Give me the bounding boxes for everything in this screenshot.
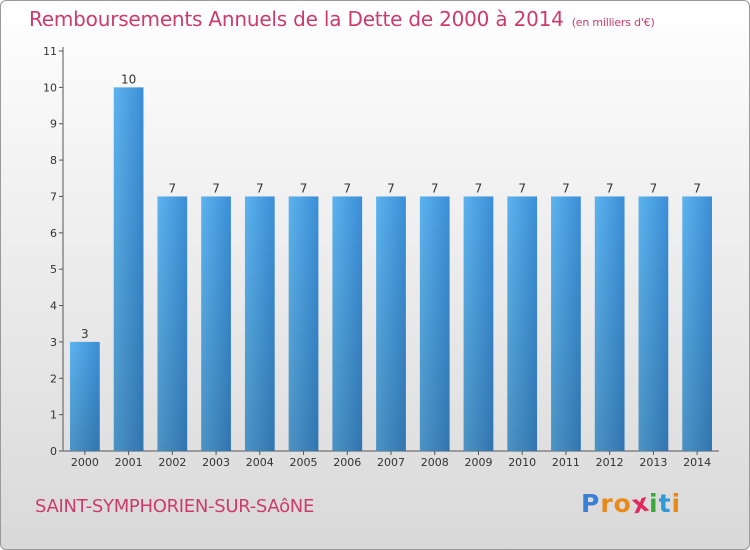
x-tick-label: 2000 [71,456,99,469]
x-axis: 2000 2001 2002 2003 2004 2005 2006 2007 2008 2009… [63,450,719,469]
bar-shade [332,196,363,451]
y-tick-label: 11 [43,45,57,58]
x-tick-label: 2014 [683,456,711,469]
data-labels: 3 10 7 7 7 7 7 7 7 7 7 7 7 7 7 [81,72,701,341]
commune-name: SAINT-SYMPHORIEN-SUR-SAôNE [35,496,315,517]
x-tick-label: 2009 [464,456,492,469]
data-label: 7 [518,181,526,195]
x-tick-label: 2013 [639,456,667,469]
y-tick-label: 4 [50,300,57,313]
y-tick-label: 6 [50,227,57,240]
data-label: 7 [387,181,395,195]
data-label: 7 [693,181,701,195]
bar-shade [69,341,100,451]
y-tick-label: 9 [50,118,57,131]
bar-shade [551,196,581,451]
data-label: 7 [650,181,658,195]
bar-shade [507,196,538,451]
bar-shade [638,196,669,451]
x-tick-label: 2008 [421,456,449,469]
bar-shade [288,196,319,451]
logo-letter: i [649,489,659,518]
data-label: 7 [343,181,351,195]
data-label: 7 [212,181,220,195]
bar-shade [113,87,144,451]
y-axis: 0 1 2 3 4 5 6 7 8 9 10 11 [43,45,64,458]
data-label: 7 [431,181,439,195]
bar-shade [419,196,450,451]
x-tick-label: 2001 [115,456,143,469]
data-label: 7 [169,181,177,195]
chart-subtitle: (en milliers d'€) [571,16,655,29]
data-label: 7 [475,181,483,195]
data-label: 7 [300,181,308,195]
y-tick-label: 10 [43,81,57,94]
y-tick-label: 8 [50,154,57,167]
data-label: 10 [121,72,136,86]
x-tick-label: 2002 [158,456,186,469]
logo-letter: o [613,489,632,518]
bar-shade [244,196,275,451]
bars [69,87,713,451]
x-tick-label: 2006 [333,456,361,469]
bar-shade [463,196,494,451]
bar-shade [594,196,625,451]
x-tick-label: 2011 [552,456,580,469]
y-tick-label: 0 [50,445,57,458]
chart-title: Remboursements Annuels de la Dette de 20… [29,7,655,31]
x-tick-label: 2007 [377,456,405,469]
x-tick-label: 2004 [246,456,274,469]
bar-shade [376,196,406,451]
title-text: Remboursements Annuels de la Dette de 20… [29,7,564,31]
x-tick-label: 2012 [596,456,624,469]
y-tick-label: 3 [50,336,57,349]
y-tick-label: 2 [50,372,57,385]
data-label: 7 [562,181,570,195]
bar-shade [682,196,713,451]
y-tick-label: 5 [50,263,57,276]
x-tick-label: 2005 [290,456,318,469]
data-label: 7 [256,181,264,195]
proxiti-logo[interactable]: Proxiti [581,488,682,520]
logo-letter: P [581,489,601,518]
logo-letter: r [600,489,614,518]
logo-letter: i [671,489,682,518]
data-label: 3 [81,327,89,341]
y-tick-label: 7 [50,190,57,203]
x-tick-label: 2010 [508,456,536,469]
bar-shade [157,196,188,451]
y-tick-label: 1 [50,409,57,422]
bar-shade [201,196,231,451]
logo-letter: t [658,489,672,518]
data-label: 7 [606,181,614,195]
x-tick-label: 2003 [202,456,230,469]
